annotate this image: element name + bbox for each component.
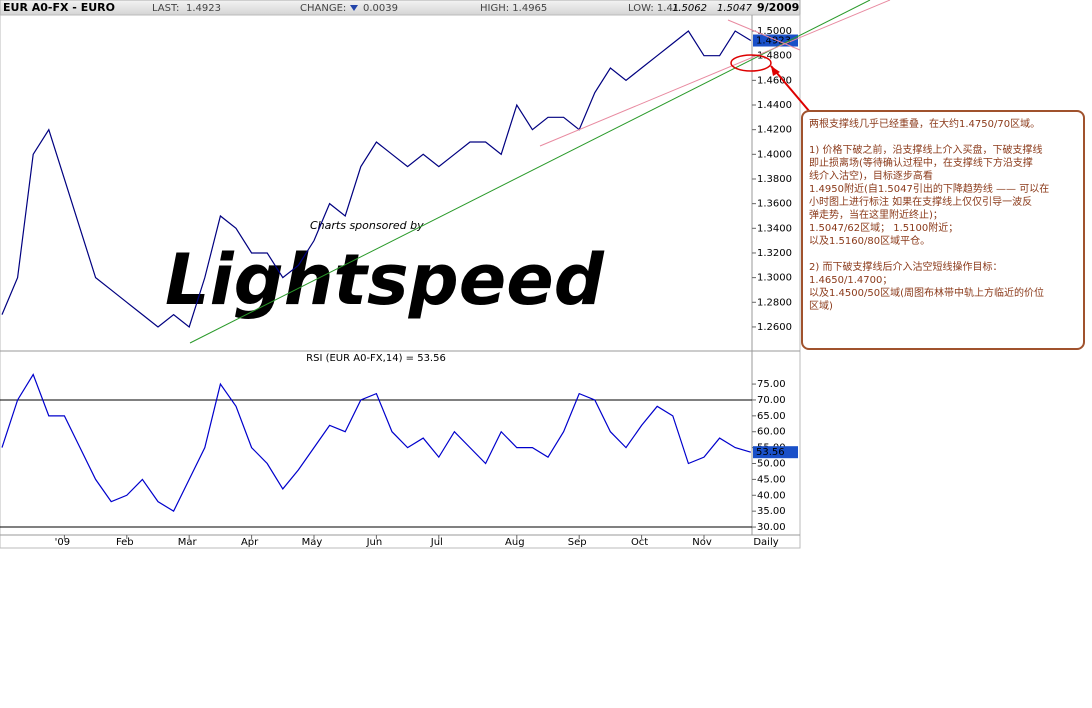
x-tick-label: Apr — [241, 537, 259, 548]
annotation-line: 1.4650/1.4700； — [809, 275, 893, 286]
last-label: LAST: — [152, 3, 179, 14]
last-value-label: 1.4923 — [756, 36, 791, 47]
low: LOW: 1.41 — [628, 3, 679, 14]
y-tick-label: 70.00 — [757, 395, 786, 406]
annotation-line: 两根支撑线几乎已经重叠，在大约1.4750/70区域。 — [809, 119, 1041, 130]
annotation-line: 线介入沽空)，目标逐步高看 — [809, 171, 933, 182]
change-value: 0.0039 — [363, 3, 398, 14]
x-tick-label: Sep — [568, 537, 587, 548]
callout-arrow — [770, 65, 816, 119]
y-tick-label: 1.4200 — [757, 125, 792, 136]
symbol: EUR A0-FX - EURO — [3, 1, 115, 14]
annotation-line: 1) 价格下破之前，沿支撑线上介入买盘，下破支撑线 — [809, 145, 1043, 156]
x-tick-label: May — [302, 537, 323, 548]
y-tick-label: 1.5000 — [757, 26, 792, 37]
high: HIGH: 1.4965 — [480, 3, 547, 14]
panel-title: RSI (EUR A0-FX,14) = 53.56 — [306, 353, 446, 364]
y-tick-label: 50.00 — [757, 459, 786, 470]
last-value-label: 53.56 — [756, 447, 785, 458]
y-tick-label: 65.00 — [757, 411, 786, 422]
x-tick-label: Mar — [178, 537, 198, 548]
y-tick-label: 45.00 — [757, 474, 786, 485]
y-tick-label: 1.4800 — [757, 51, 792, 62]
support-line — [189, 0, 871, 344]
watermark-brand: Lightspeed — [165, 239, 605, 321]
annotation-line: 1.5047/62区域； 1.5100附近； — [809, 223, 959, 234]
annotation-line: 弹走势，当在这里附近终止)； — [809, 210, 943, 221]
x-tick-label: Oct — [631, 537, 648, 548]
y-tick-label: 75.00 — [757, 379, 786, 390]
y-tick-label: 1.2600 — [757, 322, 792, 333]
last-value-box — [753, 446, 798, 459]
support-line-2 — [539, 0, 891, 147]
y-tick-label: 40.00 — [757, 490, 786, 501]
y-tick-label: 1.3200 — [757, 248, 792, 259]
x-tick-label: '09 — [55, 537, 70, 548]
y-tick-label: 1.3000 — [757, 273, 792, 284]
x-tick-label: Aug — [505, 537, 525, 548]
chart-frame — [0, 14, 801, 549]
x-tick-label: Jul — [430, 537, 443, 548]
annotation-line: 2) 而下破支撑线后介入沽空短线操作目标： — [809, 262, 1003, 273]
y-tick-label: 1.2800 — [757, 297, 792, 308]
series-line — [1, 30, 752, 328]
y-tick-label: 1.3600 — [757, 199, 792, 210]
y-tick-label: 30.00 — [757, 522, 786, 533]
overlay-text: 1.5047 — [717, 3, 753, 14]
down-arrow — [350, 5, 358, 11]
highlight-ellipse — [730, 54, 772, 72]
annotation-line: 小时图上进行标注 如果在支撑线上仅仅引导一波反 — [809, 197, 1033, 208]
change-label: CHANGE: — [300, 3, 346, 14]
x-tick-label: Feb — [116, 537, 134, 548]
y-tick-label: 1.4000 — [757, 149, 792, 160]
period-label: Daily — [753, 537, 778, 548]
y-tick-label: 1.4400 — [757, 100, 792, 111]
annotation-line: 即止损离场(等待确认过程中，在支撑线下方沿支撑 — [809, 158, 1033, 169]
arrow-head — [771, 66, 780, 76]
y-tick-label: 35.00 — [757, 506, 786, 517]
watermark-sponsor: Charts sponsored by — [310, 219, 424, 232]
annotation-line: 1.4950附近(自1.5047引出的下降趋势线 —— 可以在 — [809, 184, 1050, 195]
x-tick-label: Nov — [692, 537, 712, 548]
y-tick-label: 1.4600 — [757, 75, 792, 86]
overlay-text: 1.5062 — [672, 3, 707, 14]
annotation-box: 两根支撑线几乎已经重叠，在大约1.4750/70区域。 1) 价格下破之前，沿支撑… — [801, 110, 1085, 350]
series-line — [1, 373, 751, 513]
annotation-line: 以及1.4500/50区域(周图布林带中轨上方临近的价位 — [809, 288, 1044, 299]
period: 9/2009 — [757, 1, 799, 14]
last-value: 1.4923 — [186, 3, 221, 14]
y-tick-label: 1.3400 — [757, 223, 792, 234]
x-tick-label: Jun — [366, 537, 383, 548]
y-tick-label: 60.00 — [757, 427, 786, 438]
y-tick-label: 1.3800 — [757, 174, 792, 185]
annotation-line: 以及1.5160/80区域平仓。 — [809, 236, 931, 247]
annotation-line: 区域) — [809, 301, 833, 312]
downtrend-line — [727, 19, 801, 51]
